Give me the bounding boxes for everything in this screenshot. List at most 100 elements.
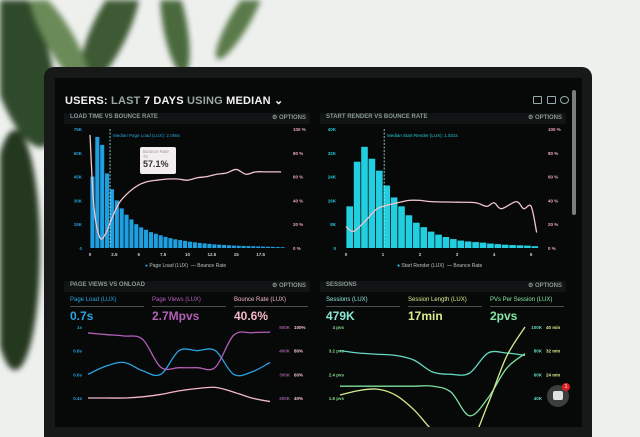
histogram-bar — [516, 245, 524, 248]
notification-badge: 1 — [562, 383, 570, 391]
right-axis-tick-label: 40K — [534, 396, 543, 401]
histogram-bar — [246, 246, 251, 248]
series-line-bounce-rate — [345, 199, 538, 233]
left-axis-tick-label: 45K — [74, 175, 83, 180]
histogram-bar — [202, 243, 207, 248]
right-axis-tick-label: 20 % — [293, 222, 303, 227]
histogram-bar — [383, 185, 391, 248]
options-button[interactable]: ⚙ OPTIONS — [271, 115, 306, 121]
chart-icon[interactable] — [547, 96, 556, 104]
histogram-bar — [346, 206, 354, 248]
x-axis-tick-label: 17.5 — [256, 252, 265, 257]
legend-start-render: ● Start Render (LUX) — Bounce Rate — [397, 263, 483, 269]
right-axis-tick-label: 60K — [534, 372, 543, 377]
histogram-bar — [420, 227, 428, 248]
divider — [152, 306, 226, 307]
series-line-bounce-rate — [89, 134, 282, 240]
panel-start-render-header: START RENDER VS BOUNCE RATE ⚙ OPTIONS — [320, 113, 566, 124]
page-title[interactable]: USERS: LAST 7 DAYS USING MEDIAN ⌄ — [65, 94, 283, 107]
left-axis-tick-label: 0 — [333, 246, 336, 251]
histogram-bar — [129, 219, 134, 248]
left-axis-tick-label: 3.2 pvs — [329, 349, 345, 354]
histogram-bar — [134, 224, 139, 248]
x-axis-tick-label: 4 — [493, 252, 496, 257]
right2-axis-tick-label: 40 min — [546, 325, 561, 330]
histogram-bar — [509, 245, 516, 248]
right2-axis-tick-label: 32 min — [546, 349, 561, 354]
series-line-session-length-lux- — [339, 326, 526, 427]
legend-bars: Start Render (LUX) — [401, 263, 445, 269]
chat-icon — [553, 391, 563, 400]
histogram-bar — [114, 200, 119, 248]
divider — [490, 306, 564, 307]
left-axis-tick-label: 30K — [74, 198, 83, 203]
histogram-bar — [251, 246, 256, 248]
right-axis-tick-label: 60 % — [548, 175, 558, 180]
legend-line: Bounce Rate — [197, 263, 227, 269]
right-axis-tick-label: 200K — [279, 396, 291, 401]
x-axis-tick-label: 3 — [456, 252, 459, 257]
left-axis-tick-label: 0.4s — [73, 396, 82, 401]
options-button[interactable]: ⚙ OPTIONS — [527, 283, 562, 289]
right-axis-tick-label: 100K — [531, 325, 543, 330]
x-axis-tick-label: 5 — [530, 252, 533, 257]
right2-axis-tick-label: 60% — [294, 372, 303, 377]
histogram-bar — [192, 242, 197, 248]
panel-title: START RENDER VS BOUNCE RATE — [326, 114, 428, 120]
histogram-bar — [139, 227, 144, 248]
panel-title: SESSIONS — [326, 282, 357, 288]
histogram-bar — [472, 242, 479, 248]
help-icon[interactable] — [560, 96, 569, 104]
histogram-bar — [124, 214, 129, 248]
monitor-icon[interactable] — [533, 96, 542, 104]
histogram-bar — [405, 215, 413, 248]
histogram-bar — [353, 161, 361, 248]
title-stat: MEDIAN — [226, 95, 271, 107]
left-axis-tick-label: 4 pvs — [332, 325, 344, 330]
left-axis-tick-label: 32K — [328, 151, 337, 156]
right2-axis-tick-label: 80% — [294, 349, 303, 354]
histogram-bar — [261, 246, 266, 248]
panel-title: PAGE VIEWS VS ONLOAD — [70, 282, 145, 288]
metric-value: 479K — [326, 309, 355, 323]
title-using: USING — [187, 95, 223, 107]
histogram-bar — [376, 170, 383, 248]
panel-page-views-header: PAGE VIEWS VS ONLOAD ⚙ OPTIONS — [64, 281, 310, 292]
histogram-bar — [222, 244, 227, 248]
x-axis-tick-label: 2 — [419, 252, 422, 257]
right-axis-tick-label: 300K — [279, 372, 291, 377]
title-range: 7 DAYS — [143, 95, 184, 107]
histogram-bar — [197, 242, 202, 248]
left-axis-tick-label: 1s — [77, 325, 83, 330]
histogram-bar — [183, 240, 188, 248]
left-axis-tick-label: 2.4 pvs — [329, 372, 345, 377]
histogram-bar — [494, 244, 502, 248]
left-axis-tick-label: 1.6 pvs — [329, 396, 345, 401]
histogram-bar — [442, 236, 450, 248]
metric-value: 2pvs — [490, 309, 518, 323]
left-axis-tick-label: 40K — [328, 127, 337, 132]
right-axis-tick-label: 80K — [534, 349, 543, 354]
chevron-down-icon[interactable]: ⌄ — [274, 95, 284, 107]
background-plant — [0, 0, 265, 370]
divider — [70, 306, 144, 307]
options-button[interactable]: ⚙ OPTIONS — [527, 115, 562, 121]
histogram-bar — [231, 245, 236, 248]
histogram-bar — [187, 241, 192, 248]
title-last: LAST — [111, 95, 141, 107]
histogram-bar — [144, 229, 149, 248]
histogram-bar — [207, 243, 212, 248]
dashboard-screen — [55, 78, 582, 427]
histogram-bar — [163, 236, 168, 248]
right-axis-tick-label: 100 % — [293, 127, 306, 132]
scrollbar[interactable] — [572, 90, 576, 215]
divider — [234, 306, 308, 307]
histogram-bar — [435, 234, 442, 248]
left-axis-tick-label: 0.8s — [73, 349, 82, 354]
options-button[interactable]: ⚙ OPTIONS — [271, 283, 306, 289]
histogram-bar — [212, 244, 217, 248]
median-annotation: Median Page Load (LUX): 2.056s — [113, 133, 181, 138]
histogram-bar — [457, 240, 465, 248]
histogram-bar — [501, 244, 509, 248]
